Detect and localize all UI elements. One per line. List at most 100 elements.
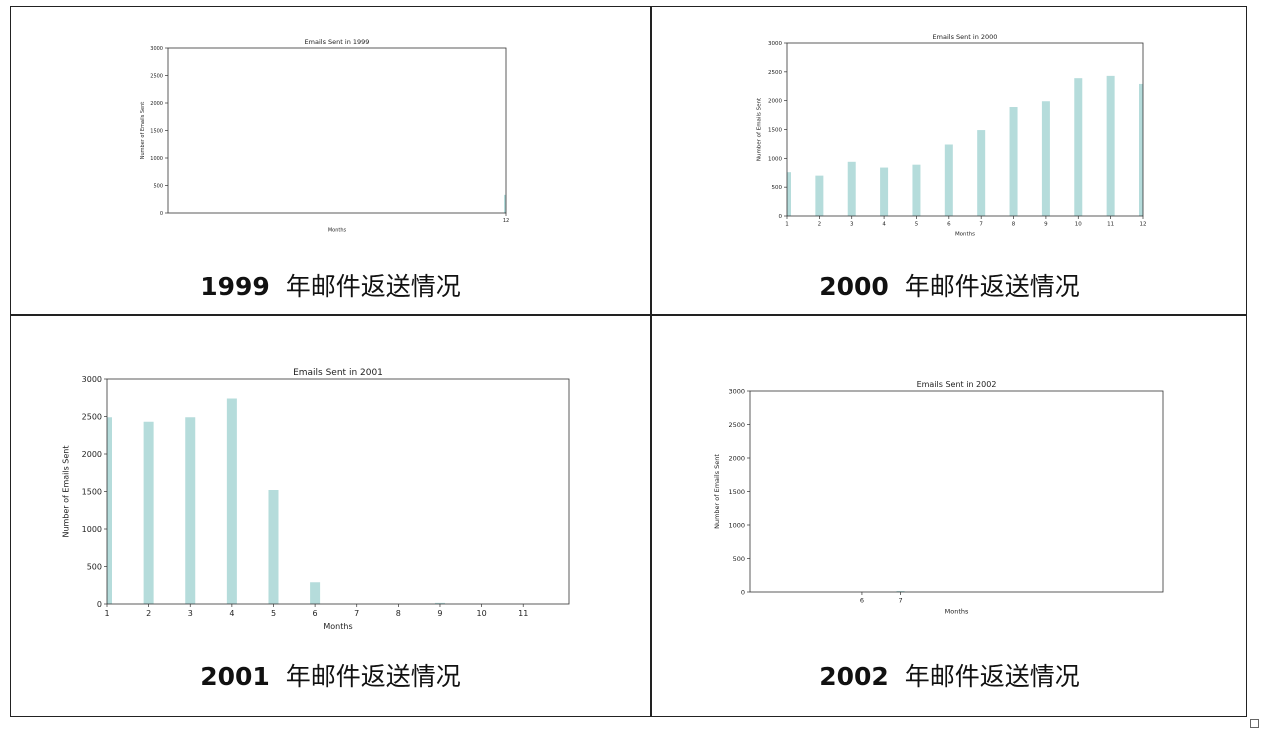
x-tick-label: 12 xyxy=(1140,222,1147,228)
x-tick-label: 6 xyxy=(313,609,318,618)
bar-month-5 xyxy=(912,164,921,216)
x-tick-label: 12 xyxy=(503,218,509,224)
x-tick-label: 5 xyxy=(915,222,919,228)
chart-1999: 0 500 1000 1500 2000 2500 3000 12 Emails Sent in… xyxy=(140,38,509,234)
bar-month-1 xyxy=(107,417,112,604)
y-tick-label: 2000 xyxy=(728,454,745,462)
y-tick-label: 2000 xyxy=(768,99,782,105)
x-tick-label: 4 xyxy=(229,609,234,618)
y-tick-label: 0 xyxy=(160,211,163,217)
y-tick-label: 1500 xyxy=(150,128,163,134)
bar-month-12 xyxy=(1139,83,1143,216)
x-tick-label: 5 xyxy=(271,609,276,618)
bars-group xyxy=(896,590,905,592)
y-axis-label: Number of Emails Sent xyxy=(140,102,146,160)
bar-month-10 xyxy=(1074,78,1083,216)
x-axis-label: Months xyxy=(955,232,975,238)
bar-month-7 xyxy=(977,130,986,216)
table-cell-2002: 0 500 1000 1500 2000 2500 3000 6 7 Emails Sent in… xyxy=(651,315,1248,718)
bar-month-4 xyxy=(880,167,889,216)
bar-month-5 xyxy=(268,490,279,604)
caption-2002: 2002 年邮件返送情况 xyxy=(651,657,1248,693)
x-tick-label: 4 xyxy=(882,222,886,228)
x-tick-label: 8 xyxy=(396,609,401,618)
bar-month-11 xyxy=(1106,75,1115,216)
table-resize-handle-icon[interactable] xyxy=(1250,719,1259,728)
x-tick-label: 6 xyxy=(860,597,864,605)
y-tick-label: 1500 xyxy=(82,487,102,496)
caption-text: 年邮件返送情况 xyxy=(904,662,1080,691)
chart-title: Emails Sent in 2000 xyxy=(933,33,998,41)
x-tick-label: 10 xyxy=(1075,222,1082,228)
chart-2001: 0 500 1000 1500 2000 2500 3000 1 2 3 4 5 6 7 8 9 10 11 Ema… xyxy=(62,368,570,631)
y-axis-label: Number of Emails Sent xyxy=(757,97,763,161)
y-tick-label: 1500 xyxy=(768,127,782,133)
x-axis-label: Months xyxy=(328,228,347,234)
plot-frame xyxy=(106,378,570,605)
table-divider-vertical xyxy=(650,7,652,716)
y-tick-label: 0 xyxy=(741,588,745,596)
bar-month-3 xyxy=(185,417,196,604)
bar-month-2 xyxy=(143,421,154,604)
y-tick-label: 2000 xyxy=(82,450,102,459)
y-tick-label: 500 xyxy=(87,562,102,571)
chart-title: Emails Sent in 1999 xyxy=(305,38,370,46)
chart-grid-table: 0 500 1000 1500 2000 2500 3000 12 Emails Sent in… xyxy=(10,6,1247,717)
y-axis-label: Number of Emails Sent xyxy=(62,445,71,537)
y-tick-label: 2500 xyxy=(82,412,102,421)
caption-text: 年邮件返送情况 xyxy=(285,272,461,301)
y-tick-label: 2500 xyxy=(768,70,782,76)
bar-month-2 xyxy=(815,175,824,216)
caption-2001: 2001 年邮件返送情况 xyxy=(11,657,650,693)
bar-month-4 xyxy=(226,398,237,604)
x-tick-label: 3 xyxy=(188,609,193,618)
caption-year: 2000 xyxy=(819,272,889,301)
bar-month-7 xyxy=(896,590,905,592)
caption-2000: 2000 年邮件返送情况 xyxy=(651,267,1248,303)
y-tick-label: 500 xyxy=(772,185,783,191)
plot-frame xyxy=(786,42,1144,217)
caption-year: 2001 xyxy=(200,662,270,691)
x-axis-label: Months xyxy=(323,622,352,631)
y-tick-label: 2500 xyxy=(150,73,163,79)
y-tick-label: 3000 xyxy=(728,387,745,395)
bar-month-9 xyxy=(434,602,445,604)
x-tick-label: 9 xyxy=(1044,222,1048,228)
caption-1999: 1999 年邮件返送情况 xyxy=(11,267,650,303)
bar-month-6 xyxy=(310,582,321,604)
y-tick-label: 0 xyxy=(779,214,783,220)
x-tick-label: 8 xyxy=(1012,222,1016,228)
x-tick-label: 1 xyxy=(104,609,109,618)
y-tick-label: 3000 xyxy=(82,375,102,384)
y-tick-label: 2000 xyxy=(150,101,163,107)
x-tick-label: 2 xyxy=(818,222,822,228)
table-cell-1999: 0 500 1000 1500 2000 2500 3000 12 Emails Sent in… xyxy=(11,7,650,314)
chart-title: Emails Sent in 2001 xyxy=(293,368,383,378)
plot-frame xyxy=(167,47,507,214)
y-tick-label: 1000 xyxy=(768,156,782,162)
table-divider-horizontal xyxy=(11,314,1246,316)
caption-year: 2002 xyxy=(819,662,889,691)
y-tick-label: 1500 xyxy=(728,488,745,496)
table-cell-2000: 0 500 1000 1500 2000 2500 3000 1 2 3 4 5 6 7 8 9 10 11 12 E… xyxy=(651,7,1248,314)
bar-month-1 xyxy=(787,172,791,216)
x-tick-label: 11 xyxy=(1107,222,1114,228)
bar-month-9 xyxy=(1041,101,1050,216)
y-tick-label: 500 xyxy=(153,183,163,189)
chart-2002: 0 500 1000 1500 2000 2500 3000 6 7 Emails Sent in… xyxy=(713,380,1164,616)
y-tick-label: 1000 xyxy=(82,525,102,534)
y-tick-label: 1000 xyxy=(728,521,745,529)
y-tick-label: 1000 xyxy=(150,156,163,162)
x-tick-label: 7 xyxy=(354,609,359,618)
caption-text: 年邮件返送情况 xyxy=(285,662,461,691)
chart-title: Emails Sent in 2002 xyxy=(917,380,997,389)
x-tick-label: 6 xyxy=(947,222,951,228)
x-tick-label: 7 xyxy=(979,222,983,228)
x-axis-label: Months xyxy=(945,608,969,616)
x-tick-label: 2 xyxy=(146,609,151,618)
y-tick-label: 3000 xyxy=(150,46,163,52)
y-tick-label: 3000 xyxy=(768,41,782,47)
x-tick-label: 3 xyxy=(850,222,854,228)
x-tick-label: 1 xyxy=(785,222,789,228)
